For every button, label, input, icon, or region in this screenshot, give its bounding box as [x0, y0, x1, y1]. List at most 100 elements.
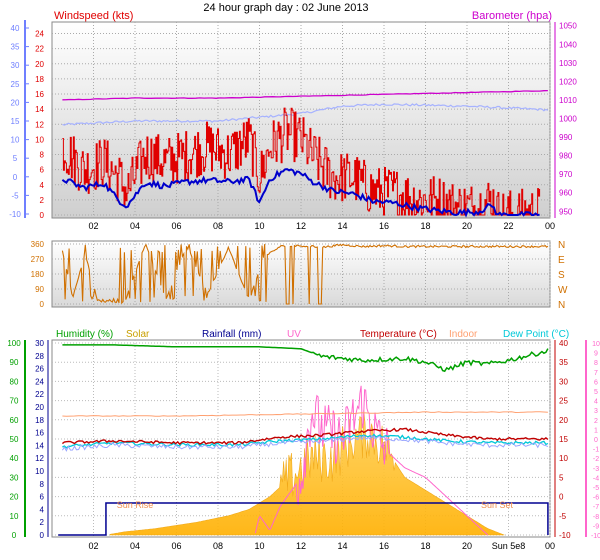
wind-tick-label: 20	[35, 60, 44, 69]
temp-tick-label: -10	[9, 210, 21, 219]
wind-direction-series-line	[61, 243, 549, 305]
uv-tick-label: 0	[594, 437, 598, 444]
x-tick-label: 22	[503, 221, 513, 231]
uv-series-line	[254, 385, 489, 536]
uv-tick-label: 4	[594, 399, 598, 406]
uv-tick-label: -1	[593, 447, 599, 454]
wind-tick-label: 4	[40, 181, 45, 190]
panel-a-plot-area	[51, 21, 551, 219]
rainfall-tick-label: 26	[35, 365, 44, 374]
baro-tick-label: 960	[559, 189, 573, 198]
wind-tick-label: 14	[35, 105, 44, 114]
x-tick-label: 18	[420, 221, 430, 231]
avg-wind-series-line	[61, 168, 540, 218]
uv-tick-label: -6	[593, 495, 599, 502]
dew-series-line	[61, 434, 549, 452]
humidity-tick-label: 50	[10, 435, 19, 444]
x-tick-label: 04	[130, 221, 140, 231]
rainfall-tick-label: 28	[35, 352, 44, 361]
rainfall-tick-label: 12	[35, 454, 44, 463]
wind-axis-title: Windspeed (kts)	[54, 10, 133, 22]
uv-tick-label: -9	[593, 523, 599, 530]
uv-tick-label: 6	[594, 379, 598, 386]
uv-tick-label: -7	[593, 504, 599, 511]
rainfall-tick-label: 8	[40, 480, 45, 489]
legend-label-5: Indoor	[449, 329, 478, 340]
dir-tick-label: 180	[31, 270, 45, 279]
legend-label-1: Solar	[126, 329, 150, 340]
compass-tick-label: N	[558, 240, 565, 251]
rainfall-series-line	[58, 502, 549, 536]
x-tick-label: 14	[337, 541, 347, 551]
dir-tick-label: 0	[40, 300, 45, 309]
uv-tick-label: -10	[591, 533, 600, 540]
humidity-tick-label: 90	[10, 358, 19, 367]
x-tick-label: 10	[254, 221, 264, 231]
x-tick-label: 08	[213, 541, 223, 551]
x-tick-label: 20	[462, 221, 472, 231]
uv-tick-label: -2	[593, 456, 599, 463]
rainfall-tick-label: 16	[35, 429, 44, 438]
temperature-tick-label: 5	[559, 473, 564, 482]
x-tick-label: 02	[88, 221, 98, 231]
rainfall-tick-label: 20	[35, 403, 44, 412]
uv-tick-label: -3	[593, 466, 599, 473]
humidity-series-line	[62, 344, 549, 373]
rainfall-tick-label: 30	[35, 339, 44, 348]
rainfall-tick-label: 2	[40, 518, 45, 527]
wind-tick-label: 22	[35, 45, 44, 54]
temp-tick-label: 30	[11, 61, 20, 70]
humidity-tick-label: 100	[7, 339, 21, 348]
humidity-tick-label: 70	[10, 397, 19, 406]
x-tick-label: 10	[254, 541, 264, 551]
temp-tick-label: 40	[11, 24, 20, 33]
dewpoint-series-line	[62, 433, 549, 449]
graph-title: 24 hour graph day : 02 June 2013	[203, 2, 368, 14]
temp-tick-label: 5	[13, 154, 18, 163]
wind-tick-label: 0	[40, 211, 45, 220]
wind-tick-label: 12	[35, 120, 44, 129]
uv-tick-label: -4	[593, 475, 599, 482]
dir-tick-label: 360	[31, 240, 45, 249]
humidity-tick-label: 0	[12, 531, 17, 540]
dir-tick-label: 90	[35, 285, 44, 294]
x-tick-label: 14	[337, 221, 347, 231]
uv-tick-label: 2	[594, 418, 598, 425]
wind-tick-label: 16	[35, 90, 44, 99]
uv-tick-label: 3	[594, 408, 598, 415]
temperature-tick-label: 25	[559, 397, 568, 406]
x-tick-label: Sun 5e8	[492, 541, 526, 551]
x-tick-label: 04	[130, 541, 140, 551]
x-tick-label: 20	[462, 541, 472, 551]
temp-tick-label: 35	[11, 43, 20, 52]
baro-tick-label: 1050	[559, 22, 577, 31]
indoor-series-line	[62, 411, 548, 417]
temp-tick-label: 0	[13, 173, 18, 182]
rainfall-tick-label: 14	[35, 441, 44, 450]
wind-tick-label: 6	[40, 166, 45, 175]
baro-series-line	[62, 89, 548, 101]
baro-tick-label: 950	[559, 207, 573, 216]
temperature-tick-label: 10	[559, 454, 568, 463]
temperature-tick-label: 40	[559, 339, 568, 348]
wind-tick-label: 24	[35, 30, 44, 39]
compass-tick-label: E	[558, 255, 565, 266]
uv-tick-label: 9	[594, 351, 598, 358]
humidity-tick-label: 30	[10, 473, 19, 482]
baro-tick-label: 1030	[559, 59, 577, 68]
humidity-tick-label: 40	[10, 454, 19, 463]
uv-tick-label: 7	[594, 370, 598, 377]
rainfall-tick-label: 4	[40, 505, 45, 514]
temperature-series-line	[61, 427, 549, 446]
x-tick-label: 12	[296, 221, 306, 231]
temperature-tick-label: 30	[559, 377, 568, 386]
wind-tick-label: 10	[35, 135, 44, 144]
baro-tick-label: 1000	[559, 115, 577, 124]
uv-tick-label: -8	[593, 514, 599, 521]
baro-tick-label: 1040	[559, 40, 577, 49]
baro-tick-label: 1010	[559, 96, 577, 105]
temp-tick-label: 25	[11, 80, 20, 89]
temp-series-line	[62, 103, 549, 126]
